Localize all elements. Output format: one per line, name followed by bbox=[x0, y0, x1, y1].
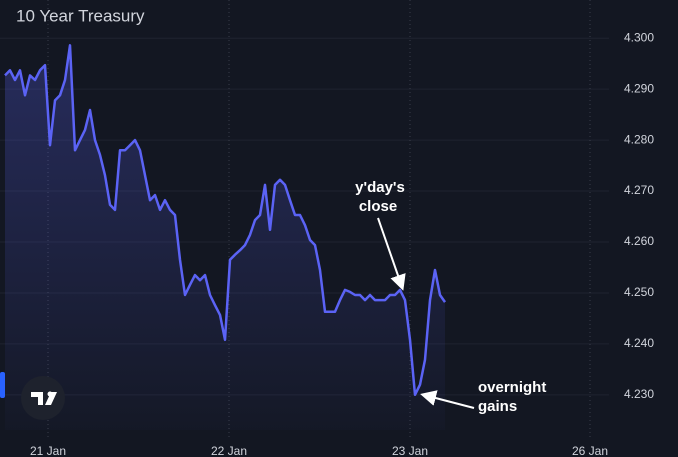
y-tick-label: 4.270 bbox=[624, 183, 654, 197]
logo-dot bbox=[47, 391, 53, 397]
side-handle[interactable] bbox=[0, 372, 5, 398]
annotation-arrow bbox=[377, 217, 406, 291]
annotation: gains bbox=[478, 398, 517, 415]
area bbox=[5, 45, 445, 431]
x-tick-label: 23 Jan bbox=[392, 444, 428, 457]
line bbox=[4, 44, 447, 397]
y-tick-label: 4.240 bbox=[624, 336, 654, 350]
y-tick-label: 4.300 bbox=[624, 30, 654, 44]
y-tick-label: 4.260 bbox=[624, 234, 654, 248]
x-tick-label: 21 Jan bbox=[30, 444, 66, 457]
y-tick-label: 4.230 bbox=[624, 387, 654, 401]
annotation: overnight bbox=[478, 379, 546, 396]
annotation: y'day's bbox=[355, 179, 405, 196]
x-tick-label: 22 Jan bbox=[211, 444, 247, 457]
plot bbox=[4, 44, 447, 431]
annotation-arrow bbox=[420, 390, 475, 409]
chart-title: 10 Year Treasury bbox=[16, 6, 145, 25]
logo bbox=[21, 376, 65, 420]
y-tick-label: 4.250 bbox=[624, 285, 654, 299]
annotation: close bbox=[359, 198, 397, 215]
x-tick-label: 26 Jan bbox=[572, 444, 608, 457]
y-tick-label: 4.290 bbox=[624, 81, 654, 95]
y-tick-label: 4.280 bbox=[624, 132, 654, 146]
